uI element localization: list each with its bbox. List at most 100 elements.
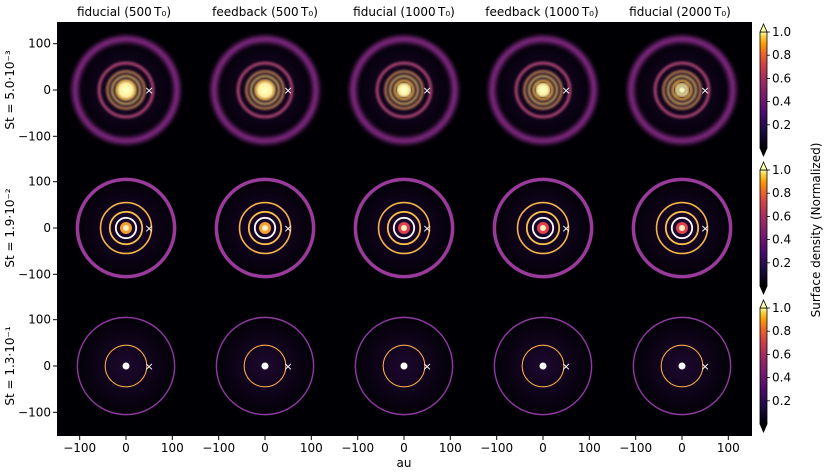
x-tick-label: 100 [578, 441, 601, 455]
colorbar-tick-label: 0.6 [772, 347, 791, 361]
x-tick-label: 100 [300, 441, 323, 455]
column-title: fiducial (1000 T₀) [353, 5, 455, 19]
dust-ring [238, 201, 292, 255]
dust-ring [245, 70, 285, 110]
planet-marker: × [284, 222, 293, 235]
core-center [679, 225, 685, 231]
y-tick-label: −100 [18, 129, 51, 143]
dust-ring [106, 70, 146, 110]
planet-marker: × [145, 360, 154, 373]
dust-ring [247, 210, 283, 246]
panel: × [613, 22, 752, 160]
dust-ring [493, 316, 593, 416]
core-center [123, 225, 129, 231]
core-center [262, 225, 268, 231]
dust-ring [532, 79, 554, 101]
dust-ring [662, 70, 702, 110]
dust-ring [392, 216, 416, 240]
x-tick-label: 0 [400, 441, 408, 455]
panel: × [335, 22, 474, 160]
dust-ring [535, 82, 551, 98]
colorbar-extend-bottom [759, 423, 768, 433]
dust-ring [97, 61, 155, 119]
colorbar-tick-label: 0.2 [772, 394, 791, 408]
planet-marker: × [701, 84, 710, 97]
column-title: feedback (500 T₀) [212, 5, 318, 19]
dust-ring [118, 82, 134, 98]
dust-ring [214, 177, 316, 279]
dust-ring [528, 75, 558, 105]
planet-marker: × [423, 360, 432, 373]
planet-marker: × [562, 84, 571, 97]
dust-ring [521, 344, 565, 388]
planet-marker: × [562, 222, 571, 235]
planet-marker: × [423, 84, 432, 97]
core-center [401, 225, 407, 231]
colorbar-tick-label: 1.0 [772, 163, 791, 177]
panel: × [613, 160, 752, 298]
dust-ring [655, 201, 709, 255]
dust-ring [667, 75, 697, 105]
x-tick-label: −100 [202, 441, 235, 455]
colorbar-tick-label: 0.4 [772, 371, 791, 385]
dust-ring [353, 177, 455, 279]
planet-marker: × [701, 222, 710, 235]
colorbar-gradient [759, 307, 768, 425]
dust-ring [389, 75, 419, 105]
colorbar-tick-label: 0.4 [772, 95, 791, 109]
dust-ring [382, 344, 426, 388]
y-tick-label: −100 [18, 405, 51, 419]
dust-ring [76, 316, 176, 416]
row-label: St = 1.3·10⁻¹ [3, 326, 17, 406]
core-center [540, 225, 546, 231]
dust-ring [674, 82, 690, 98]
column-title: fiducial (2000 T₀) [629, 5, 731, 19]
dust-ring [254, 79, 276, 101]
dust-ring [375, 61, 433, 119]
colorbar-extend-top [759, 161, 768, 171]
panel: × [196, 22, 335, 160]
dust-ring [531, 216, 555, 240]
colorbar-extend-bottom [759, 147, 768, 157]
colorbar-tick-label: 0.6 [772, 71, 791, 85]
panel: × [335, 298, 474, 436]
colorbar: 0.2 0.4 0.6 0.8 1.0 [759, 161, 791, 295]
dust-ring [523, 70, 563, 110]
dust-ring [393, 79, 415, 101]
row-label: St = 5.0·10⁻³ [3, 50, 17, 130]
dust-ring [114, 216, 138, 240]
dust-ring [211, 36, 319, 144]
x-tick-label: −100 [480, 441, 513, 455]
colorbar-extend-top [759, 299, 768, 309]
y-tick-label: −100 [18, 267, 51, 281]
panel: × [196, 298, 335, 436]
dust-ring [670, 216, 694, 240]
colorbar-tick-label: 0.6 [772, 209, 791, 223]
dust-ring [99, 201, 153, 255]
colorbar-extend-top [759, 23, 768, 33]
dust-ring [489, 36, 597, 144]
y-tick-label: 0 [43, 83, 51, 97]
y-tick-label: 100 [28, 37, 51, 51]
dust-ring [354, 316, 454, 416]
colorbar-label: Surface density (Normalized) [809, 143, 823, 318]
dust-ring [632, 316, 732, 416]
dust-ring [514, 61, 572, 119]
x-tick-label: −100 [619, 441, 652, 455]
panel: × [613, 298, 752, 436]
colorbar-gradient [759, 31, 768, 149]
dust-ring [377, 201, 431, 255]
dust-ring [516, 201, 570, 255]
colorbar: 0.2 0.4 0.6 0.8 1.0 [759, 299, 791, 433]
dust-ring [111, 75, 141, 105]
dust-ring [664, 210, 700, 246]
dust-ring [628, 36, 736, 144]
planet-marker: × [284, 84, 293, 97]
dust-ring [236, 61, 294, 119]
colorbar-tick-label: 0.4 [772, 233, 791, 247]
dust-ring [492, 177, 594, 279]
colorbar-gradient [759, 169, 768, 287]
colorbar-tick-label: 1.0 [772, 301, 791, 315]
panel: × [57, 298, 196, 436]
